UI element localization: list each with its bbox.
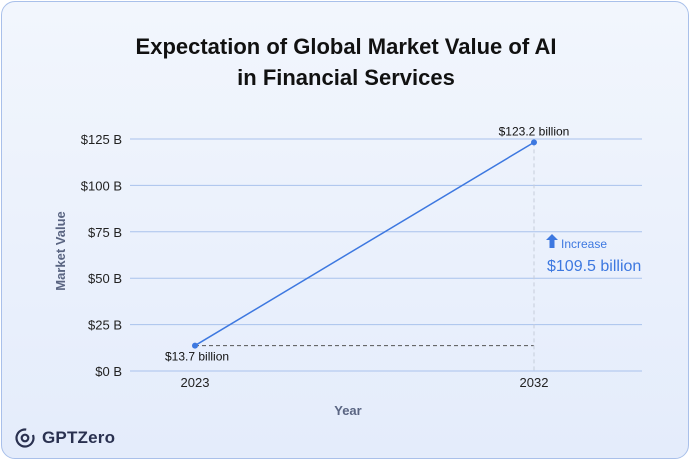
data-label: $123.2 billion [499,124,570,138]
x-axis-ticks: 2023 2032 [181,375,549,390]
y-tick-label: $125 B [81,132,122,147]
y-tick-label: $50 B [88,271,122,286]
y-tick-label: $75 B [88,225,122,240]
y-axis-ticks: $0 B $25 B $50 B $75 B $100 B $125 B [81,132,122,379]
series-line [194,141,535,347]
series [192,139,537,349]
x-tick-label: 2032 [520,375,549,390]
increase-label: Increase [561,237,607,251]
chart-title-line: Expectation of Global Market Value of AI [136,34,557,59]
arrow-up-icon [546,234,558,248]
y-tick-label: $0 B [95,364,122,379]
y-tick-label: $100 B [81,178,122,193]
y-tick-label: $25 B [88,318,122,333]
guide-lines [195,142,535,371]
x-axis-label: Year [334,403,361,418]
gptzero-logo-icon [15,428,35,448]
data-point [192,342,198,349]
data-label: $13.7 billion [165,350,229,364]
chart-title-line: in Financial Services [237,65,455,90]
brand: GPTZero [14,427,115,449]
y-axis-label: Market Value [53,211,68,291]
increase-annotation: Increase $109.5 billion [546,234,641,275]
data-point [531,139,537,146]
increase-value: $109.5 billion [547,258,641,275]
brand-name: GPTZero [42,428,116,447]
data-labels: $13.7 billion $123.2 billion [165,124,569,363]
x-tick-label: 2023 [181,375,210,390]
gridlines [130,138,642,372]
chart-title: Expectation of Global Market Value of AI… [136,34,557,90]
